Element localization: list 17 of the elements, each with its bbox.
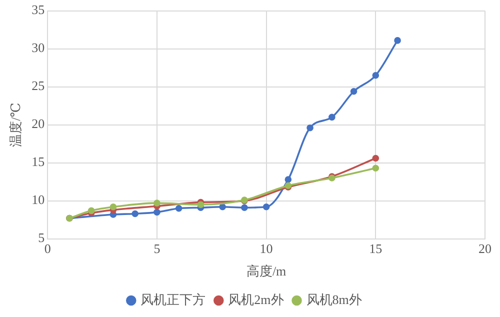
x-tick-label: 20 (478, 241, 492, 256)
y-tick-label: 15 (32, 154, 45, 170)
legend-label: 风机正下方 (140, 292, 206, 307)
y-tick-label: 25 (32, 78, 45, 94)
y-tick-label: 5 (38, 230, 45, 246)
legend-label: 风机2m外 (228, 292, 284, 307)
y-axis-title: 温度/℃ (8, 102, 24, 147)
x-tick-label: 0 (44, 241, 51, 256)
y-tick-label: 35 (32, 2, 45, 18)
x-tick-label: 10 (260, 241, 273, 256)
x-tick-label: 5 (154, 241, 160, 256)
y-tick-label: 20 (32, 116, 45, 132)
y-tick-label: 10 (32, 192, 45, 208)
legend-label: 风机8m外 (306, 292, 362, 307)
y-tick-label: 30 (32, 40, 45, 56)
x-axis-title: 高度/m (246, 264, 286, 279)
x-tick-label: 15 (369, 241, 382, 256)
